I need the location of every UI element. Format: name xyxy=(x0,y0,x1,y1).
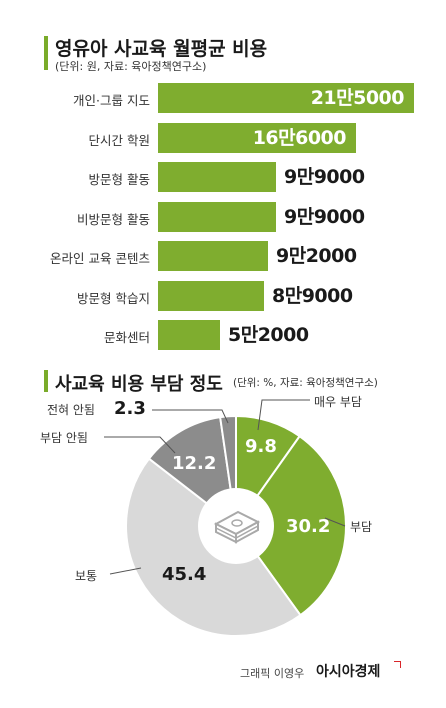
bar-chart-title: 영유아 사교육 월평균 비용 xyxy=(55,38,268,60)
pie-label-much: 매우 부담 xyxy=(314,395,362,409)
bar-category-label: 온라인 교육 콘텐츠 xyxy=(50,251,150,266)
bar-chart-subtitle: (단위: 원, 자료: 육아정책연구소) xyxy=(55,60,207,73)
bar xyxy=(158,201,276,232)
bar-category-label: 개인·그룹 지도 xyxy=(73,93,150,108)
pie-value-none: 12.2 xyxy=(172,453,217,474)
leader-line-not-at-all xyxy=(152,409,229,424)
brand-logo-text: 아시아경제 xyxy=(316,664,381,680)
graphic-credit: 그래픽 이영우 xyxy=(240,667,305,680)
pie-chart-title: 사교육 비용 부담 정도 xyxy=(55,374,223,395)
bar xyxy=(158,83,414,113)
bar xyxy=(158,320,220,350)
bar-category-label: 비방문형 활동 xyxy=(77,211,150,227)
bar-value-label: 9만2000 xyxy=(276,245,357,267)
bar-category-label: 방문형 활동 xyxy=(88,172,150,187)
bar-category-label: 문화센터 xyxy=(103,330,150,345)
bar-chart: 개인·그룹 지도 21만5000 단시간 학원 16만6000 방문형 활동 9만9000… xyxy=(50,83,414,350)
bar-value-label: 21만5000 xyxy=(310,87,405,109)
bar xyxy=(158,122,356,153)
bar-section-accent xyxy=(44,36,48,70)
pie-label-burden: 부담 xyxy=(350,520,373,534)
leader-line-burden xyxy=(324,517,346,527)
leader-line-much xyxy=(257,399,310,431)
leader-line-none xyxy=(104,436,176,454)
bar xyxy=(158,241,268,271)
bar xyxy=(158,162,276,192)
pie-value-normal: 45.4 xyxy=(162,564,207,585)
pie-chart-subtitle: (단위: %, 자료: 육아정책연구소) xyxy=(233,377,378,389)
bar-value-label: 5만2000 xyxy=(228,324,309,346)
brand-mark-icon xyxy=(394,661,401,668)
pie-label-none: 부담 안됨 xyxy=(40,431,88,445)
bar-category-label: 단시간 학원 xyxy=(88,132,150,148)
bar xyxy=(158,280,264,311)
pie-label-normal: 보통 xyxy=(75,569,98,583)
leader-line-normal xyxy=(109,567,142,575)
bar-category-label: 방문형 학습지 xyxy=(77,290,150,306)
pie-label-not-at-all: 전혀 안됨 xyxy=(47,403,95,417)
bar-value-label: 9만9000 xyxy=(284,166,365,188)
pie-section-accent xyxy=(44,370,48,392)
pie-slice-burden xyxy=(234,434,347,617)
bar-value-label: 16만6000 xyxy=(252,126,347,149)
pie-value-burden: 30.2 xyxy=(286,516,331,537)
bar-value-label: 9만9000 xyxy=(284,205,365,228)
pie-value-not-at-all: 2.3 xyxy=(114,398,146,419)
money-stack-icon xyxy=(213,510,261,544)
bar-value-label: 8만9000 xyxy=(272,284,353,307)
pie-value-much: 9.8 xyxy=(245,436,277,457)
